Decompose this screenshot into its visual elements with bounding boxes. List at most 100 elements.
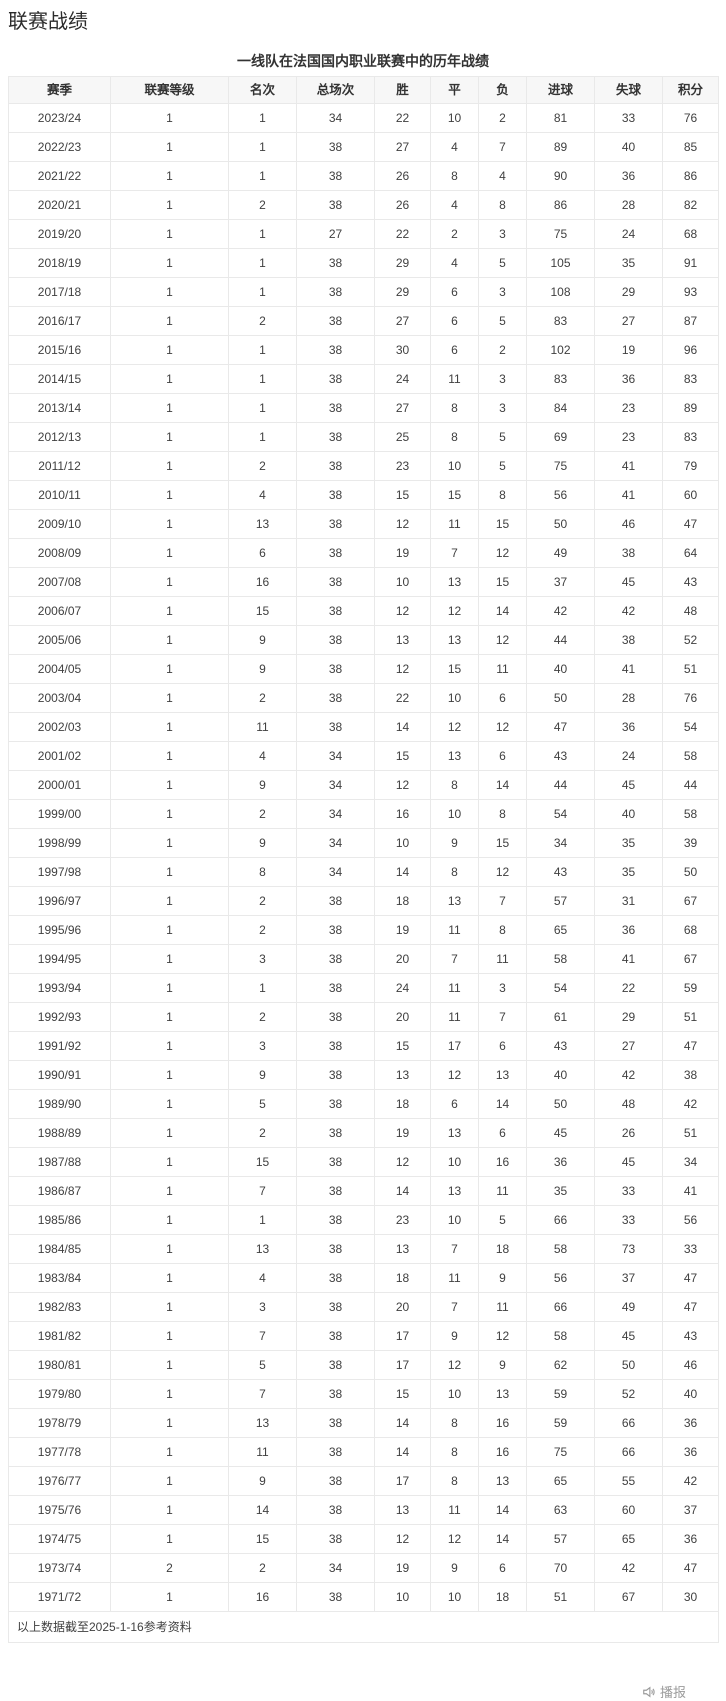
cell-season: 1993/94 xyxy=(8,973,111,1003)
cell-goals-against: 41 xyxy=(594,944,663,974)
cell-goals-for: 47 xyxy=(526,712,595,742)
cell-draws: 11 xyxy=(430,1495,479,1525)
cell-position: 9 xyxy=(228,654,297,684)
cell-points: 47 xyxy=(662,1031,719,1061)
cell-league-level: 1 xyxy=(110,1234,229,1264)
cell-position: 2 xyxy=(228,799,297,829)
cell-goals-for: 69 xyxy=(526,422,595,452)
cell-losses: 13 xyxy=(478,1060,527,1090)
cell-points: 58 xyxy=(662,741,719,771)
cell-goals-for: 59 xyxy=(526,1408,595,1438)
cell-points: 60 xyxy=(662,480,719,510)
cell-goals-against: 52 xyxy=(594,1379,663,1409)
cell-position: 9 xyxy=(228,770,297,800)
cell-losses: 14 xyxy=(478,1089,527,1119)
cell-goals-against: 41 xyxy=(594,480,663,510)
cell-wins: 26 xyxy=(374,161,431,191)
cell-draws: 7 xyxy=(430,1234,479,1264)
cell-goals-for: 108 xyxy=(526,277,595,307)
cell-draws: 15 xyxy=(430,654,479,684)
cell-draws: 13 xyxy=(430,567,479,597)
cell-league-level: 1 xyxy=(110,1089,229,1119)
broadcast-button[interactable]: 播报 xyxy=(642,1682,686,1701)
table-row: 1995/96 1 2 38 19 11 8 65 36 68 xyxy=(8,915,719,945)
cell-season: 1988/89 xyxy=(8,1118,111,1148)
cell-league-level: 1 xyxy=(110,654,229,684)
cell-goals-for: 65 xyxy=(526,1466,595,1496)
cell-points: 47 xyxy=(662,509,719,539)
cell-wins: 14 xyxy=(374,1176,431,1206)
cell-position: 1 xyxy=(228,393,297,423)
cell-position: 1 xyxy=(228,973,297,1003)
table-row: 1976/77 1 9 38 17 8 13 65 55 42 xyxy=(8,1466,719,1496)
cell-points: 96 xyxy=(662,335,719,365)
cell-points: 38 xyxy=(662,1060,719,1090)
cell-goals-for: 40 xyxy=(526,654,595,684)
cell-points: 41 xyxy=(662,1176,719,1206)
table-row: 2018/19 1 1 38 29 4 5 105 35 91 xyxy=(8,248,719,278)
cell-position: 7 xyxy=(228,1176,297,1206)
cell-losses: 8 xyxy=(478,480,527,510)
cell-losses: 5 xyxy=(478,248,527,278)
cell-points: 58 xyxy=(662,799,719,829)
cell-draws: 17 xyxy=(430,1031,479,1061)
table-row: 2001/02 1 4 34 15 13 6 43 24 58 xyxy=(8,741,719,771)
cell-position: 6 xyxy=(228,538,297,568)
table-row: 2008/09 1 6 38 19 7 12 49 38 64 xyxy=(8,538,719,568)
cell-league-level: 1 xyxy=(110,132,229,162)
cell-position: 1 xyxy=(228,132,297,162)
cell-goals-for: 83 xyxy=(526,364,595,394)
cell-goals-against: 67 xyxy=(594,1582,663,1612)
cell-matches: 38 xyxy=(296,1205,375,1235)
cell-points: 30 xyxy=(662,1582,719,1612)
cell-goals-against: 40 xyxy=(594,799,663,829)
cell-season: 2009/10 xyxy=(8,509,111,539)
footnote-row: 以上数据截至2025-1-16参考资料 xyxy=(8,1611,719,1643)
cell-goals-against: 36 xyxy=(594,915,663,945)
cell-season: 2006/07 xyxy=(8,596,111,626)
table-row: 2023/24 1 1 34 22 10 2 81 33 76 xyxy=(8,103,719,133)
cell-season: 2005/06 xyxy=(8,625,111,655)
table-footer: 以上数据截至2025-1-16参考资料 xyxy=(8,1611,719,1643)
column-header-goals-against: 失球 xyxy=(594,76,663,104)
cell-draws: 6 xyxy=(430,335,479,365)
cell-goals-against: 28 xyxy=(594,683,663,713)
cell-season: 2001/02 xyxy=(8,741,111,771)
cell-wins: 17 xyxy=(374,1466,431,1496)
cell-draws: 11 xyxy=(430,364,479,394)
cell-position: 15 xyxy=(228,1147,297,1177)
table-row: 2009/10 1 13 38 12 11 15 50 46 47 xyxy=(8,509,719,539)
cell-matches: 38 xyxy=(296,1118,375,1148)
cell-points: 47 xyxy=(662,1553,719,1583)
cell-wins: 13 xyxy=(374,1234,431,1264)
table-row: 2013/14 1 1 38 27 8 3 84 23 89 xyxy=(8,393,719,423)
cell-goals-against: 36 xyxy=(594,364,663,394)
cell-matches: 38 xyxy=(296,654,375,684)
cell-losses: 3 xyxy=(478,277,527,307)
cell-draws: 6 xyxy=(430,277,479,307)
table-row: 2012/13 1 1 38 25 8 5 69 23 83 xyxy=(8,422,719,452)
cell-wins: 10 xyxy=(374,1582,431,1612)
column-header-losses: 负 xyxy=(478,76,527,104)
cell-position: 15 xyxy=(228,596,297,626)
cell-points: 48 xyxy=(662,596,719,626)
cell-goals-for: 75 xyxy=(526,219,595,249)
cell-season: 2021/22 xyxy=(8,161,111,191)
cell-draws: 10 xyxy=(430,451,479,481)
cell-goals-against: 23 xyxy=(594,422,663,452)
cell-losses: 15 xyxy=(478,509,527,539)
cell-season: 1987/88 xyxy=(8,1147,111,1177)
cell-league-level: 1 xyxy=(110,886,229,916)
cell-matches: 38 xyxy=(296,538,375,568)
cell-losses: 13 xyxy=(478,1379,527,1409)
cell-goals-against: 49 xyxy=(594,1292,663,1322)
table-row: 1983/84 1 4 38 18 11 9 56 37 47 xyxy=(8,1263,719,1293)
cell-draws: 11 xyxy=(430,1002,479,1032)
cell-draws: 10 xyxy=(430,1379,479,1409)
cell-goals-for: 58 xyxy=(526,1234,595,1264)
cell-position: 3 xyxy=(228,1292,297,1322)
cell-goals-against: 23 xyxy=(594,393,663,423)
cell-matches: 38 xyxy=(296,625,375,655)
page-title: 联赛战绩 xyxy=(8,11,88,33)
cell-draws: 11 xyxy=(430,915,479,945)
